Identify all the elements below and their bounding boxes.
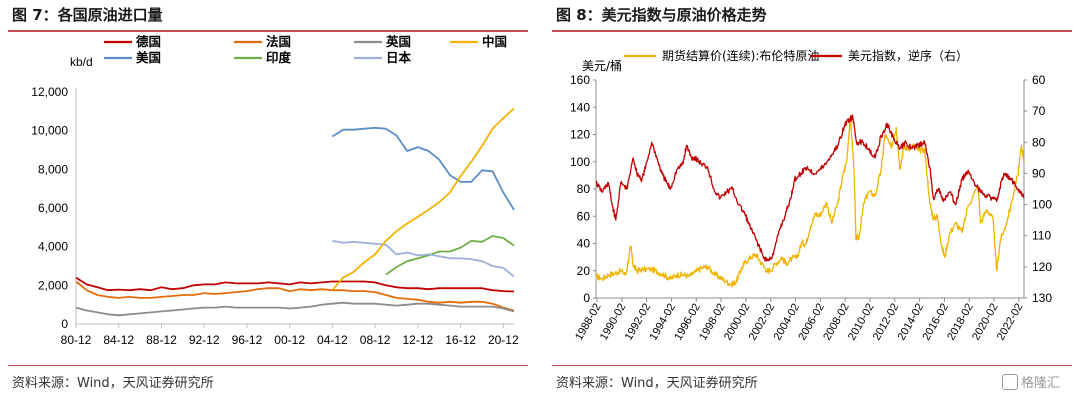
y2-tick-label: 130 (1032, 291, 1052, 305)
y-tick-label: 80 (577, 182, 591, 196)
y-tick-label: 140 (570, 100, 590, 114)
x-tick-label: 04-12 (317, 333, 348, 347)
line-series-4 (75, 301, 515, 317)
x-tick-label: 88-12 (146, 333, 177, 347)
x-tick-label: 00-12 (274, 333, 305, 347)
line-series-6 (331, 107, 515, 291)
footer-rule (552, 365, 1072, 366)
gelonghui-logo-icon (1002, 374, 1018, 390)
y-axis-unit: 美元/桶 (582, 58, 622, 73)
legend-label-series-6: 中国 (482, 34, 507, 49)
y2-tick-label: 120 (1032, 260, 1052, 274)
x-tick-label: 96-12 (232, 333, 263, 347)
y-axis-unit: kb/d (70, 55, 93, 69)
y-tick-label: 100 (570, 155, 590, 169)
y-tick-label: 8,000 (38, 162, 68, 176)
y-tick-label: 160 (570, 73, 590, 87)
line-series-0 (595, 116, 1025, 288)
y2-tick-label: 60 (1032, 73, 1046, 87)
dollar-index-oil-chart: 美元/桶 0 20 40 60 80 100 120 140 160 60 70 80 90 100 110 1… (570, 48, 1052, 342)
x-tick-label: 16-12 (445, 333, 476, 347)
figure-8: 图 8：美元指数与原油价格走势 美元/桶 0 20 40 60 80 100 120 140 16… (552, 0, 1072, 400)
y2-tick-label: 100 (1032, 198, 1052, 212)
x-tick-label: 92-12 (189, 333, 220, 347)
legend-label-series-1: 美国 (136, 50, 161, 65)
x-tick-label: 80-12 (61, 333, 92, 347)
y-tick-label: 10,000 (31, 124, 68, 138)
y-tick-label: 2,000 (38, 278, 68, 292)
y-tick-label: 40 (577, 237, 591, 251)
line-series-3 (385, 235, 515, 276)
title-rule (552, 30, 1072, 32)
y2-tick-label: 80 (1032, 135, 1046, 149)
legend-label-series-2: 法国 (266, 34, 291, 49)
y-tick-label: 4,000 (38, 240, 68, 254)
figure-7: 图 7：各国原油进口量 kb/d 0 2,000 4,000 6,000 8,000 10,… (8, 0, 528, 400)
y2-tick-label: 90 (1032, 166, 1046, 180)
y-tick-label: 0 (583, 291, 590, 305)
line-series-1 (331, 126, 515, 211)
y-tick-label: 60 (577, 209, 591, 223)
source-note: 资料来源：Wind，天风证券研究所 (556, 376, 758, 391)
legend-label-series-1: 美元指数，逆序（右） (848, 48, 968, 63)
legend-label-series-3: 印度 (266, 50, 292, 65)
figure-title: 图 7：各国原油进口量 (12, 6, 163, 24)
legend-label-series-4: 英国 (386, 34, 411, 49)
watermark-text: 格隆汇 (1021, 376, 1061, 391)
x-tick-label: 84-12 (103, 333, 134, 347)
x-tick-label: 20-12 (488, 333, 519, 347)
line-series-5 (332, 240, 515, 278)
footer-rule (8, 365, 528, 366)
y-tick-label: 120 (570, 128, 590, 142)
crude-oil-imports-chart: kb/d 0 2,000 4,000 6,000 8,000 10,000 12,000 80-… (31, 34, 519, 347)
source-note: 资料来源：Wind，天风证券研究所 (12, 376, 214, 391)
y2-tick-label: 110 (1032, 229, 1051, 243)
y2-tick-label: 70 (1032, 104, 1046, 118)
line-series-2 (75, 280, 515, 312)
y-tick-label: 0 (61, 317, 68, 331)
line-series-1 (595, 114, 1025, 262)
y-tick-label: 12,000 (31, 85, 68, 99)
y-tick-label: 6,000 (38, 201, 68, 215)
watermark: 格隆汇 (1002, 372, 1060, 391)
legend-label-series-5: 日本 (386, 50, 412, 65)
title-rule (8, 30, 528, 32)
figure-title: 图 8：美元指数与原油价格走势 (556, 6, 767, 24)
x-tick-label: 08-12 (360, 333, 391, 347)
line-series-0 (75, 276, 515, 293)
x-tick-label: 12-12 (403, 333, 434, 347)
y-tick-label: 20 (577, 264, 591, 278)
legend-label-series-0: 德国 (136, 34, 161, 49)
legend-label-series-0: 期货结算价(连续):布伦特原油 (662, 48, 819, 63)
